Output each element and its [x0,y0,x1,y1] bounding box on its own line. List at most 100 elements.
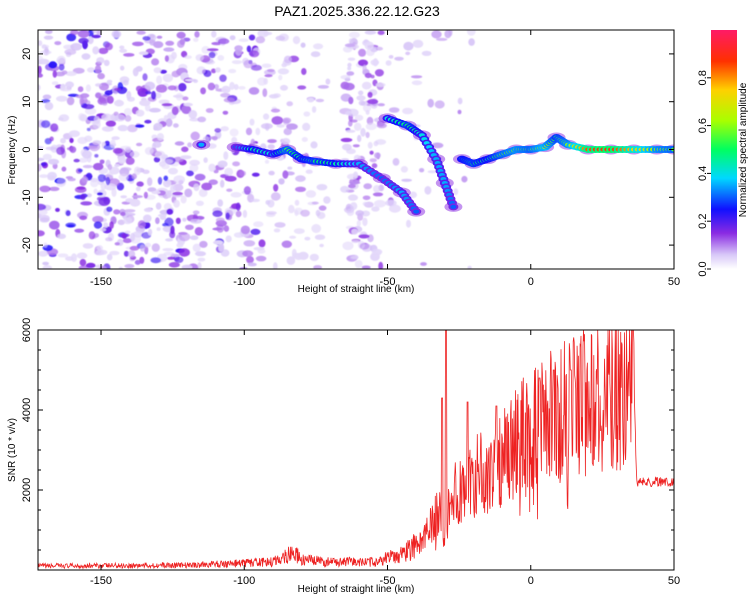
colorbar-tick-label: 0.4 [697,166,709,181]
noise-blob [297,85,307,90]
noise-blob [111,30,122,38]
noise-blob [323,196,331,204]
noise-blob [135,66,143,72]
x-tick-label: -150 [90,276,112,288]
noise-blob [122,79,129,86]
noise-blob [119,45,125,50]
noise-blob [79,258,87,267]
noise-blob [315,98,325,103]
noise-blob [151,190,161,195]
noise-blob [117,156,126,164]
noise-blob [113,209,121,215]
noise-blob [171,51,177,60]
bottom-y-axis: 2000 4000 6000 [21,318,674,551]
y-tick-label: -10 [21,189,33,205]
noise-blob [199,240,208,248]
noise-blob [263,31,273,36]
noise-blob [240,225,251,235]
noise-blob [282,170,289,179]
noise-blob [106,206,113,212]
top-x-axis-label: Height of straight line (km) [298,284,415,295]
noise-blob [238,86,246,90]
noise-blob [47,171,57,180]
noise-blob [212,136,218,141]
noise-blob [163,175,169,182]
noise-blob [159,69,167,74]
noise-blob [217,199,224,207]
noise-blob [243,240,256,247]
noise-blob [250,64,262,71]
noise-blob [310,141,318,149]
colorbar-tick-label: 0.0 [697,261,709,276]
noise-blob [82,104,95,110]
noise-blob [224,167,234,177]
noise-blob [282,117,292,124]
noise-blob [77,86,84,93]
noise-blob [43,35,54,40]
noise-blob [181,146,189,153]
y-tick-label: 20 [21,48,33,60]
noise-blob [421,50,432,57]
noise-blob [111,187,117,197]
noise-blob [343,82,355,91]
noise-blob [153,156,161,163]
noise-blob [97,174,107,183]
noise-blob [139,256,145,264]
noise-blob [369,158,377,163]
noise-blob [79,96,84,106]
noise-blob [163,159,174,165]
top-y-axis-label: Frequency (Hz) [7,116,18,185]
noise-blob [165,238,174,242]
noise-blob [52,70,57,78]
noise-blob [208,163,216,172]
noise-blob [198,188,208,198]
noise-blob [427,98,435,108]
bottom-x-axis-label: Height of straight line (km) [298,584,415,595]
noise-blob [127,174,133,181]
noise-blob [374,152,381,159]
ridge-core [198,142,205,147]
noise-blob [151,243,160,252]
noise-blob [43,242,48,248]
noise-blob [164,55,169,62]
noise-blob [172,183,184,192]
noise-blob [192,243,201,252]
noise-blob [182,96,189,101]
noise-blob [42,265,52,269]
noise-blob [56,146,65,155]
noise-blob [175,92,183,101]
noise-blob [250,228,261,235]
noise-blob [302,122,311,131]
noise-blob [114,114,126,122]
noise-blob [287,166,293,170]
noise-blob [173,199,180,208]
y-tick-label: 0 [21,146,33,152]
noise-blob [163,115,169,120]
noise-blob [135,85,143,92]
noise-blob [280,84,288,91]
noise-blob [184,55,192,59]
noise-blob [243,59,253,69]
noise-blob [225,212,230,220]
noise-blob [167,85,177,91]
noise-blob [245,127,253,136]
noise-blob [105,237,113,242]
colorbar-tick-label: 0.8 [697,70,709,85]
noise-blob [40,120,51,128]
noise-blob [42,94,52,100]
noise-blob [223,151,229,160]
noise-blob [77,168,83,173]
noise-blob [406,219,411,228]
noise-blob [92,46,100,55]
noise-blob [69,137,74,144]
noise-blob [431,142,444,149]
noise-blob [196,66,206,75]
noise-blob [166,208,174,215]
noise-blob [120,65,125,71]
noise-blob [215,217,225,223]
noise-blob [351,240,360,244]
noise-blob [358,48,367,57]
noise-blob [91,34,101,39]
x-tick-label: 0 [528,575,534,587]
noise-blob [142,169,150,174]
